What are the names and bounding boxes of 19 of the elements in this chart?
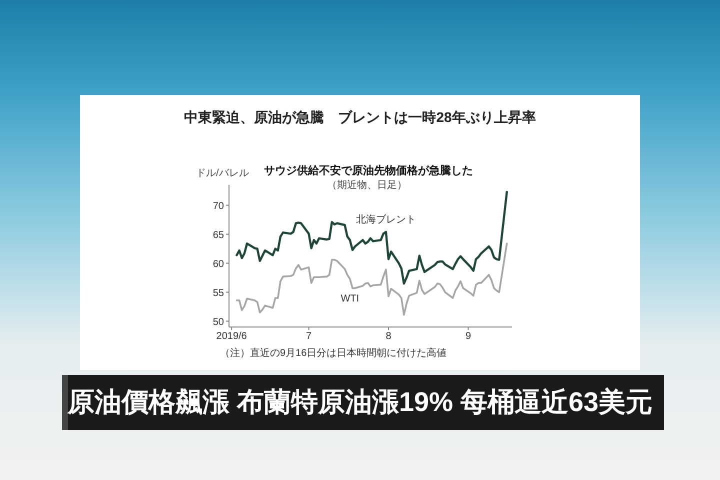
y-tick-label: 70 — [212, 200, 224, 212]
chart-subtitle: サウジ供給不安で原油先物価格が急騰した — [264, 164, 473, 178]
x-tick-label: 9 — [465, 331, 472, 342]
text: （注）直近の9月16日分は日本時間朝に付けた高値 — [220, 346, 447, 360]
x-tick-label: 2019/6 — [216, 331, 248, 342]
y-tick-label: 65 — [212, 230, 224, 241]
line-series — [236, 242, 508, 316]
annotation: （期近物、日足） — [327, 178, 407, 192]
line-series — [236, 190, 508, 285]
text: 原油價格飆漲 布蘭特原油漲19% 每桶逼近63美元 — [66, 386, 654, 419]
y-tick-label: 60 — [212, 258, 224, 270]
y-tick-label: 50 — [212, 316, 224, 328]
x-tick-label: 8 — [386, 331, 392, 342]
series-label: 北海ブレント — [356, 214, 416, 226]
x-tick-label: 7 — [306, 331, 312, 342]
series-label: WTI — [340, 294, 360, 305]
chart-title: 中東緊迫、原油が急騰 ブレントは一時28年ぶり上昇率 — [183, 109, 537, 127]
y-tick-label: 55 — [212, 288, 224, 299]
y-axis-title: ドル/バレル — [196, 167, 249, 180]
